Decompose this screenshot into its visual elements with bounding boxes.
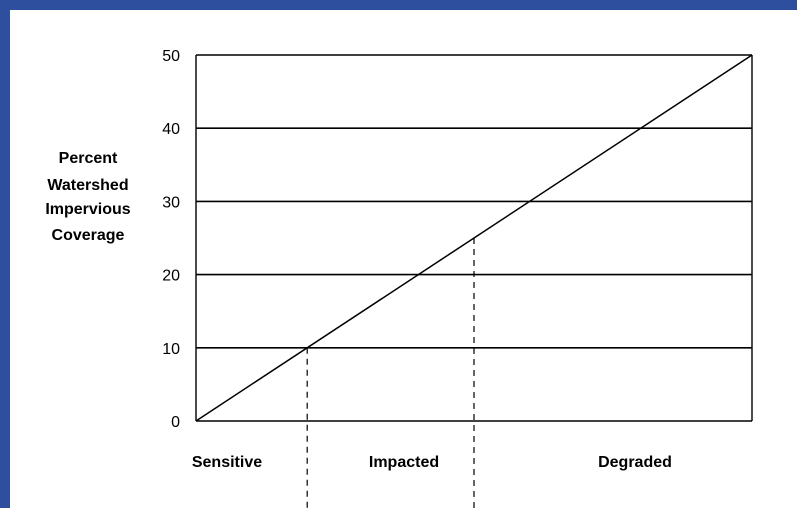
category-label-sensitive: Sensitive	[192, 454, 262, 471]
category-label-degraded: Degraded	[598, 454, 672, 471]
threshold-markers	[306, 238, 475, 508]
category-label-impacted: Impacted	[369, 454, 439, 471]
ylabel-line: Watershed	[47, 177, 128, 194]
y-tick-label: 20	[162, 268, 180, 285]
ylabel-line: Impervious	[45, 201, 130, 218]
ylabel-line: Coverage	[52, 227, 125, 244]
y-tick-label: 10	[162, 341, 180, 358]
y-tick-labels: 0 10 20 30 40 50	[162, 48, 180, 431]
y-tick-label: 50	[162, 48, 180, 65]
y-tick-label: 0	[171, 414, 180, 431]
y-tick-label: 40	[162, 121, 180, 138]
y-tick-label: 30	[162, 194, 180, 211]
ylabel-line: Percent	[59, 150, 118, 167]
